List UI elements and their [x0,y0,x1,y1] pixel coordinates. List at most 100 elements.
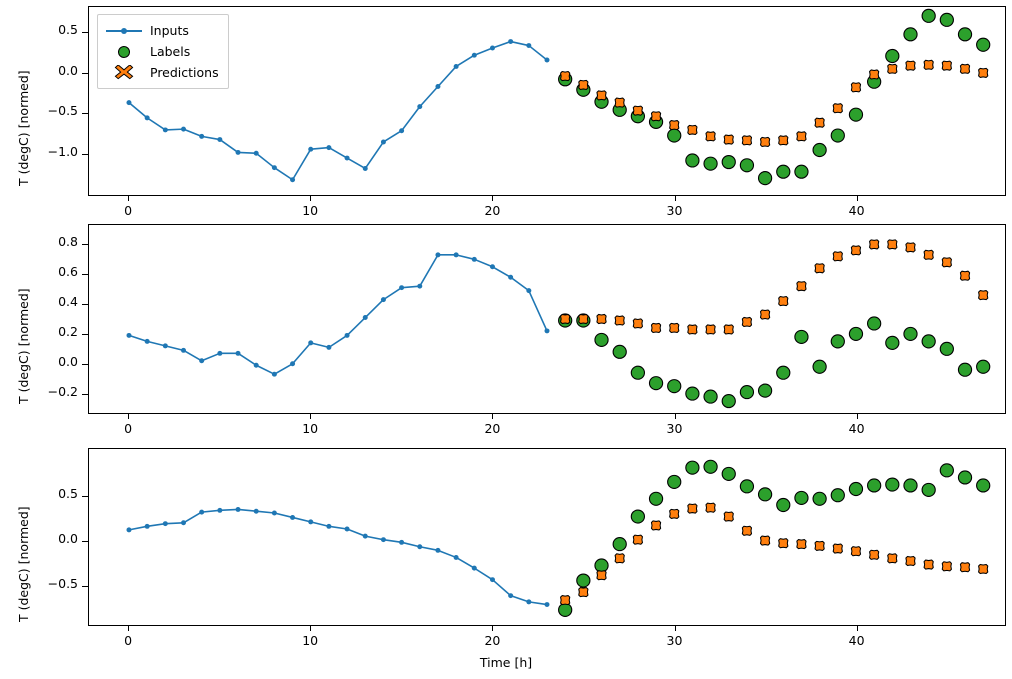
inputs-point [308,519,314,525]
prediction-marker [578,313,589,325]
inputs-line [128,508,548,606]
inputs-point [253,150,259,156]
label-marker [594,558,609,573]
inputs-point [144,523,150,529]
label-marker [830,128,845,143]
inputs-point [344,155,350,161]
xtick-mark [856,626,858,631]
prediction-marker [959,270,971,281]
prediction-marker [905,555,916,567]
label-marker [957,362,973,377]
label-marker [558,602,573,617]
prediction-marker [941,561,952,572]
inputs-point [417,283,423,289]
inputs-point [544,602,550,608]
prediction-marker [796,131,807,142]
ytick-mark [82,243,88,245]
prediction-marker [923,249,934,260]
prediction-marker [705,131,716,142]
label-marker [830,334,845,349]
xtick-label: 0 [124,421,133,436]
xtick-mark [492,196,494,201]
ytick-mark [82,32,88,34]
inputs-point [162,343,168,349]
inputs-point [326,523,332,529]
inputs-point [290,177,296,183]
label-marker [903,478,918,493]
prediction-marker [669,322,680,334]
inputs-point [217,350,223,356]
ytick-label: −0.2 [47,384,78,400]
inputs-point [235,149,241,155]
ytick-label: 0.8 [58,233,78,249]
inputs-point [544,328,550,334]
ytick-label: 0.5 [58,22,78,37]
xtick-label: 0 [124,633,133,648]
prediction-marker [923,59,934,70]
inputs-point [162,127,168,133]
label-marker [848,107,864,122]
label-marker [721,393,736,409]
inputs-point [126,332,132,338]
inputs-point [290,361,296,367]
inputs-point [489,264,495,270]
inputs-point [326,344,332,350]
prediction-marker [905,60,916,71]
prediction-marker [978,290,989,301]
inputs-point [290,514,296,520]
label-marker [976,478,991,493]
prediction-marker [887,63,898,74]
prediction-marker [687,124,698,135]
inputs-point [308,340,314,346]
prediction-marker [869,69,880,80]
panel-2-ylabel: T (degC) [normed] [16,288,31,404]
prediction-marker [759,535,771,546]
label-marker [721,154,736,170]
legend-entry-inputs[interactable]: Inputs [105,20,219,41]
prediction-marker [850,245,862,256]
ytick-label: 0.2 [58,324,78,340]
prediction-marker [850,82,862,93]
xtick-label: 20 [484,203,501,218]
label-marker [757,171,773,186]
inputs-point [217,137,223,143]
panel-1-axes: Inputs Labels Predictions [88,6,1006,196]
xtick-mark [674,196,676,201]
label-marker [957,470,973,485]
ytick-label: 0.0 [58,354,78,370]
label-marker [776,497,791,513]
label-marker [903,326,918,341]
label-marker [903,27,918,42]
prediction-marker [887,239,898,250]
legend[interactable]: Inputs Labels Predictions [97,14,229,89]
prediction-marker [687,503,698,514]
xtick-mark [310,196,312,201]
xtick-mark [492,626,494,631]
inputs-point [489,45,495,51]
prediction-marker [778,296,789,307]
label-marker [612,344,627,359]
label-marker [957,27,973,42]
inputs-point [344,526,350,532]
prediction-marker [978,563,989,575]
inputs-point [453,252,459,258]
inputs-point [380,297,386,303]
label-marker [921,482,936,497]
prediction-marker [596,90,607,101]
panel-3-plot-area [126,459,991,617]
legend-entry-labels[interactable]: Labels [105,41,219,62]
label-marker [630,365,646,380]
legend-entry-predictions[interactable]: Predictions [105,62,219,83]
prediction-marker [614,315,625,326]
ytick-mark [82,495,88,497]
xtick-label: 40 [848,203,865,218]
ytick-mark [82,153,88,155]
prediction-marker [632,318,643,329]
xtick-label: 20 [484,421,501,436]
prediction-marker [959,63,971,74]
xtick-label: 10 [302,203,319,218]
prediction-marker [632,534,643,545]
label-marker [685,386,700,401]
inputs-point [362,166,368,171]
prediction-marker [796,281,807,292]
